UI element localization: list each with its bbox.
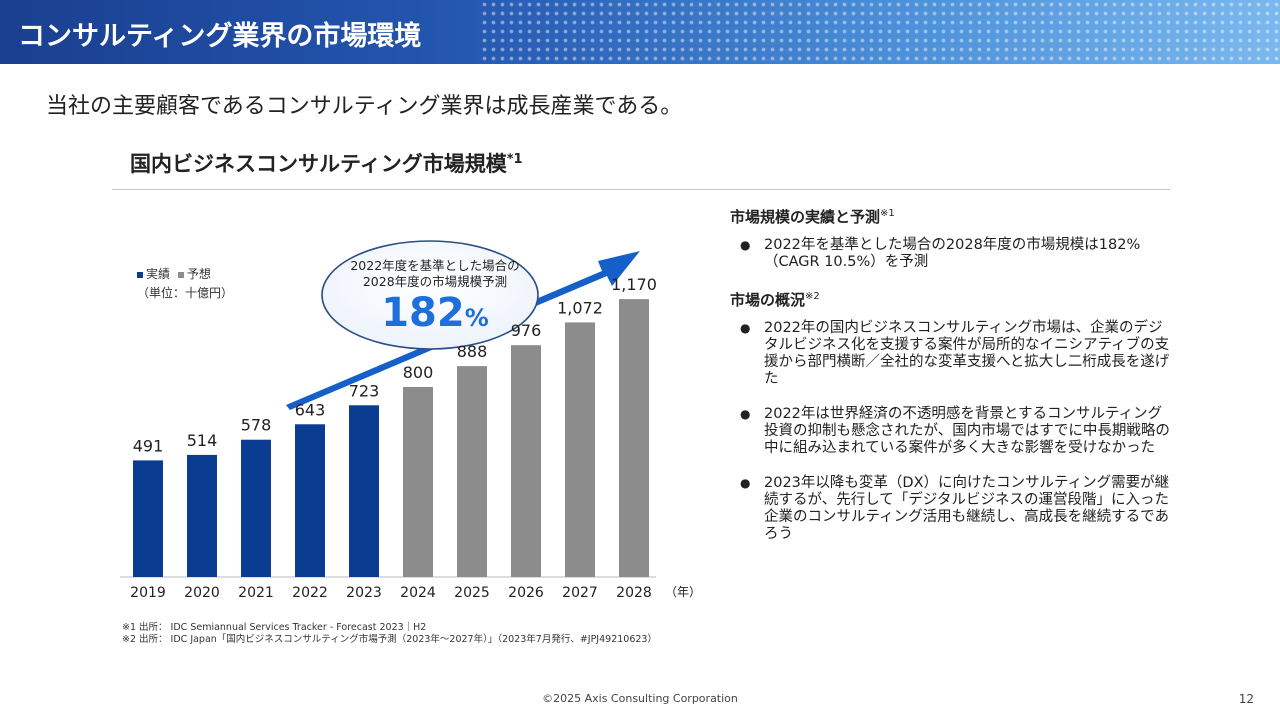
bar-2020 — [187, 454, 217, 577]
x-tick-2022: 2022 — [292, 585, 328, 601]
x-tick-2019: 2019 — [130, 585, 166, 601]
market-size-chart: 491 2019 514 2020 578 2021 643 2022 723 2023 800 20… — [120, 240, 700, 601]
heading-market-overview: 市場の概況※2 — [730, 289, 1170, 310]
x-tick-2024: 2024 — [400, 585, 436, 601]
bar-2021 — [241, 439, 271, 577]
value-label-2023: 723 — [349, 381, 380, 400]
bar-2027 — [565, 322, 595, 577]
bar-2023 — [349, 405, 379, 577]
unit-label: （単位：十億円） — [137, 286, 234, 300]
value-label-2025: 888 — [457, 342, 488, 361]
heading-text: 市場規模の実績と予測 — [730, 208, 881, 226]
value-label-2022: 643 — [295, 400, 326, 419]
x-tick-2027: 2027 — [562, 585, 598, 601]
x-axis-suffix: （年） — [665, 585, 700, 599]
bullet-item: 2022年は世界経済の不透明感を背景とするコンサルティング投資の抑制も懸念された… — [730, 406, 1170, 457]
value-label-2019: 491 — [133, 436, 164, 455]
x-tick-2025: 2025 — [454, 585, 490, 601]
x-tick-2023: 2023 — [346, 585, 382, 601]
x-tick-2021: 2021 — [238, 585, 274, 601]
legend-actual-label: 実績 — [146, 267, 171, 281]
section-divider — [112, 189, 1170, 190]
bar-2028 — [619, 299, 649, 577]
heading-text: 市場の概況 — [730, 291, 806, 309]
bar-2019 — [133, 460, 163, 577]
x-tick-2020: 2020 — [184, 585, 220, 601]
copyright: ©2025 Axis Consulting Corporation — [542, 692, 738, 705]
value-label-2027: 1,072 — [557, 298, 603, 317]
chart-title-sup: *1 — [506, 152, 523, 167]
callout-percent: % — [464, 304, 489, 332]
x-tick-2026: 2026 — [508, 585, 544, 601]
footnote-2: ※2 出所： IDC Japan「国内ビジネスコンサルティング市場予測（2023… — [122, 634, 657, 645]
footnotes: ※1 出所： IDC Semiannual Services Tracker -… — [122, 622, 657, 646]
chart-legend: 実績 予想 — [137, 265, 211, 282]
callout-text: 2022年度を基準とした場合の 2028年度の市場規模予測 — [330, 258, 540, 290]
value-label-2020: 514 — [187, 431, 218, 450]
heading-sup: ※2 — [805, 291, 820, 302]
bullet-item: 2022年の国内ビジネスコンサルティング市場は、企業のデジタルビジネス化を支援す… — [730, 320, 1170, 388]
footnote-1: ※1 出所： IDC Semiannual Services Tracker -… — [122, 622, 427, 633]
callout-value: 182% — [330, 291, 540, 340]
legend-forecast-label: 予想 — [186, 267, 211, 281]
bar-2024 — [403, 387, 433, 577]
x-tick-2028: 2028 — [616, 585, 652, 601]
heading-market-actual-forecast: 市場規模の実績と予測※1 — [730, 206, 1170, 227]
value-label-2026: 976 — [511, 321, 542, 340]
value-label-2021: 578 — [241, 416, 272, 435]
chart-section-title: 国内ビジネスコンサルティング市場規模*1 — [130, 148, 523, 178]
page-number: 12 — [1238, 692, 1254, 706]
page-title: コンサルティング業界の市場環境 — [18, 21, 422, 52]
value-label-2024: 800 — [403, 363, 434, 382]
callout-number: 182 — [381, 290, 465, 336]
value-label-2028: 1,170 — [611, 275, 657, 294]
callout-line2: 2028年度の市場規模予測 — [362, 274, 508, 289]
header-banner: コンサルティング業界の市場環境 — [0, 0, 1280, 64]
bar-2026 — [511, 345, 541, 577]
callout-bubble — [321, 240, 539, 350]
bar-2022 — [295, 424, 325, 577]
bar-2025 — [457, 366, 487, 577]
chart-title: 国内ビジネスコンサルティング市場規模 — [130, 152, 507, 176]
lead-text: 当社の主要顧客であるコンサルティング業界は成長産業である。 — [46, 94, 683, 119]
bullet-item: 2022年を基準とした場合の2028年度の市場規模は182%（CAGR 10.5… — [730, 237, 1170, 271]
bullet-item: 2023年以降も変革（DX）に向けたコンサルティング需要が継続するが、先行して「… — [730, 475, 1170, 543]
heading-sup: ※1 — [880, 208, 895, 219]
callout-line1: 2022年度を基準とした場合の — [350, 258, 520, 273]
right-panel: 市場規模の実績と予測※1 2022年を基準とした場合の2028年度の市場規模は1… — [730, 206, 1170, 561]
legend-forecast-swatch — [177, 271, 184, 278]
legend-actual-swatch — [137, 271, 143, 278]
